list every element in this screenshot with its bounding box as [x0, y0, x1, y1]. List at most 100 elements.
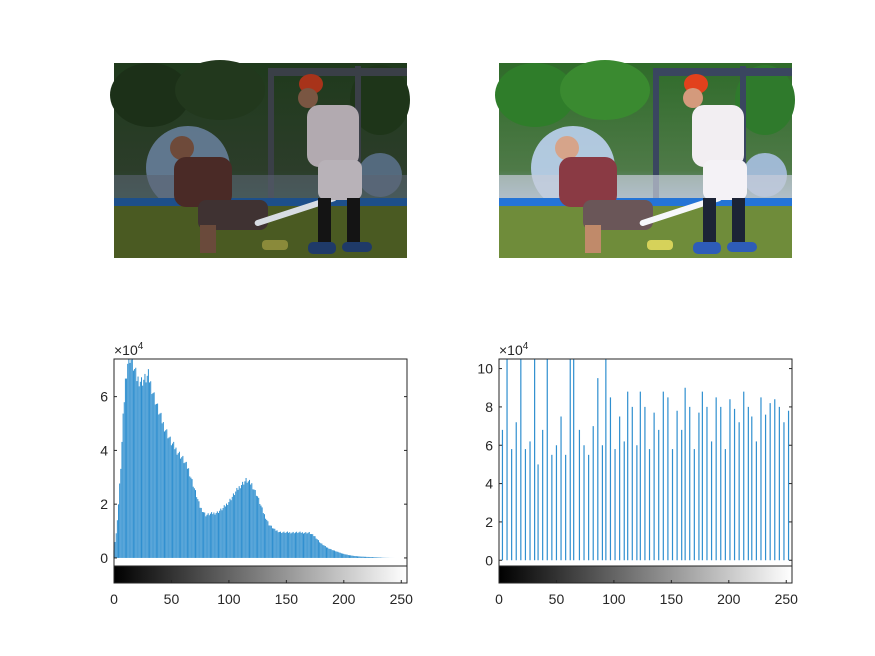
- histogram-bar: [182, 455, 184, 558]
- histogram-bar: [352, 555, 354, 558]
- histogram-bar: [317, 540, 319, 558]
- histogram-bar: [211, 512, 213, 558]
- histogram-bar: [319, 542, 321, 558]
- histogram-equalized-y-ticks: 0 2 4 6 8 10: [477, 361, 792, 568]
- histogram-bar: [130, 359, 132, 558]
- histogram-bar: [124, 378, 126, 558]
- histogram-bar: [213, 512, 215, 558]
- histogram-bar: [288, 532, 290, 558]
- histogram-bar: [226, 503, 228, 558]
- histogram-bar: [126, 378, 128, 558]
- histogram-bar: [291, 532, 293, 558]
- histogram-bar: [324, 545, 326, 558]
- histogram-bar: [181, 457, 183, 558]
- histogram-bar: [176, 454, 178, 558]
- histogram-bar: [251, 483, 253, 558]
- histogram-bar: [278, 531, 280, 558]
- histogram-bar: [273, 528, 275, 558]
- histogram-bar: [220, 508, 222, 558]
- histogram-bar: [367, 556, 369, 558]
- histogram-bar: [167, 438, 169, 558]
- histogram-bar: [296, 531, 298, 558]
- histogram-bar: [301, 532, 303, 558]
- histogram-bar: [184, 462, 186, 558]
- histogram-bar: [142, 385, 144, 558]
- histogram-bar: [309, 534, 311, 558]
- histogram-bar: [331, 550, 333, 558]
- histogram-bar: [121, 441, 123, 558]
- histogram-bar: [366, 556, 368, 558]
- histogram-bar: [127, 363, 129, 558]
- histogram-equalized: 0 2 4 6 8 10 ×104 0 50 100 150 200 250: [477, 341, 798, 607]
- histogram-bar: [346, 554, 348, 558]
- histogram-bar: [134, 369, 136, 558]
- histogram-bar: [235, 491, 237, 558]
- x-tick-label: 150: [275, 591, 299, 607]
- histogram-bar: [339, 552, 341, 558]
- histogram-bar: [244, 481, 246, 558]
- histogram-original-bars: [113, 359, 395, 558]
- histogram-bar: [354, 556, 356, 558]
- histogram-bar: [115, 533, 117, 558]
- histogram-bar: [219, 510, 221, 558]
- histogram-bar: [276, 530, 278, 558]
- histogram-bar: [224, 506, 226, 558]
- histogram-bar: [307, 532, 309, 558]
- x-tick-label: 50: [164, 591, 180, 607]
- histogram-bar: [281, 533, 283, 558]
- histogram-bar: [199, 507, 201, 558]
- histogram-bar: [249, 479, 251, 558]
- x-tick-label: 0: [495, 591, 503, 607]
- equalized-photo: [495, 60, 795, 258]
- histogram-bar: [238, 486, 240, 558]
- histogram-bar: [169, 436, 171, 558]
- histogram-bar: [189, 476, 191, 558]
- histogram-bar: [131, 359, 133, 558]
- histogram-bar: [277, 532, 279, 558]
- histogram-bar: [252, 489, 254, 558]
- histogram-bar: [170, 445, 172, 558]
- histogram-bar: [159, 413, 161, 558]
- y-tick-label: 8: [485, 399, 493, 415]
- histogram-bar: [144, 373, 146, 558]
- histogram-bar: [119, 483, 121, 558]
- histogram-bar: [215, 512, 217, 558]
- histogram-bar: [304, 532, 306, 558]
- histogram-bar: [285, 532, 287, 558]
- histogram-bar: [151, 394, 153, 558]
- histogram-bar: [155, 403, 157, 558]
- histogram-bar: [188, 468, 190, 558]
- x-tick-label: 50: [549, 591, 565, 607]
- histogram-bar: [147, 369, 149, 558]
- x-tick-label: 0: [110, 591, 118, 607]
- histogram-bar: [203, 512, 205, 558]
- histogram-bar: [274, 528, 276, 558]
- histogram-bar: [371, 557, 373, 558]
- histogram-bar: [347, 555, 349, 558]
- histogram-bar: [300, 532, 302, 558]
- histogram-bar: [292, 531, 294, 558]
- histogram-original-y-ticks: 0 2 4 6: [100, 389, 407, 566]
- histogram-bar: [376, 557, 378, 558]
- histogram-bar: [230, 500, 232, 558]
- histogram-bar: [373, 557, 375, 558]
- y-tick-label: 2: [100, 496, 108, 512]
- histogram-bar: [360, 556, 362, 558]
- histogram-bar: [345, 554, 347, 558]
- histogram-bar: [375, 557, 377, 558]
- histogram-bar: [353, 555, 355, 558]
- histogram-bar: [332, 550, 334, 558]
- histogram-bar: [320, 543, 322, 558]
- histogram-bar: [293, 533, 295, 558]
- histogram-bar: [231, 496, 233, 558]
- histogram-bar: [247, 481, 249, 558]
- original-photo: [110, 60, 410, 258]
- histogram-bar: [168, 437, 170, 558]
- histogram-original-y-exponent: ×104: [114, 341, 144, 358]
- histogram-bar: [316, 539, 318, 558]
- histogram-bar: [192, 486, 194, 558]
- histogram-bar: [305, 532, 307, 558]
- histogram-bar: [313, 536, 315, 558]
- histogram-bar: [306, 533, 308, 558]
- histogram-bar: [190, 477, 192, 558]
